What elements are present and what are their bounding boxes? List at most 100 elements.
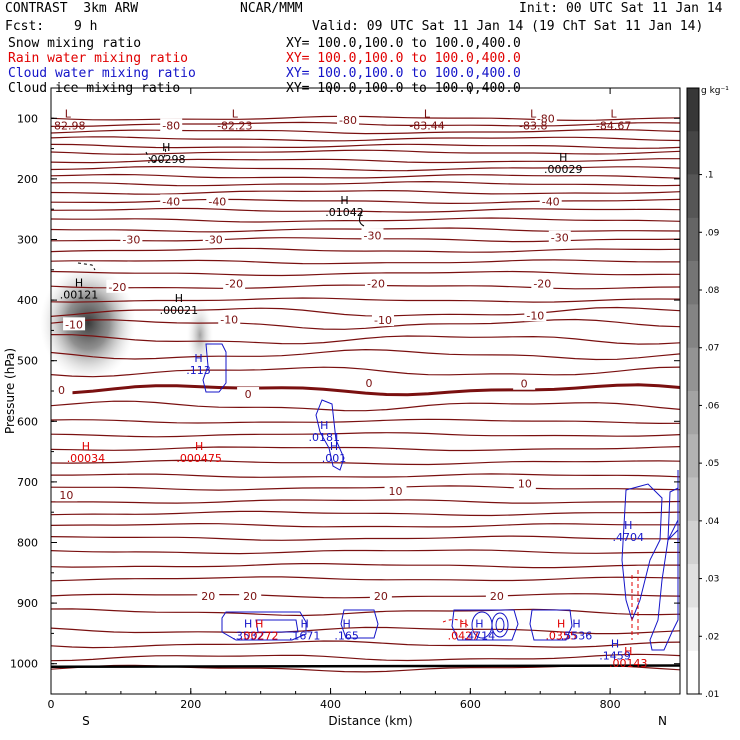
north-label: N [658,714,667,728]
contour-label: -80 [537,112,555,125]
cloud-water-contour [495,617,505,633]
temperature-contour [50,432,681,438]
extremum-value: .4714 [464,630,496,643]
y-tick-label: 300 [17,234,38,247]
contour-label: -40 [162,195,180,208]
contour-label: 10 [59,489,73,502]
y-tick-label: 200 [17,173,38,186]
colorbar-swatch [687,520,699,565]
contour-label: -80 [162,120,180,133]
contour-label-bg [384,483,407,497]
extremum-value: .01042 [325,206,364,219]
contour-label-bg [237,387,260,401]
extremum-marker: H [557,618,565,631]
contour-label-bg [361,228,384,242]
cloud-water-contour [315,399,345,471]
snow-contours [77,145,365,271]
extremum-value: -82.23 [217,119,252,132]
contour-label-bg [485,588,508,602]
temperature-contour [51,499,681,504]
forecast-label: Fcst: [5,19,45,34]
cloud-water-contour [491,612,509,638]
colorbar-tick-label: .1 [705,171,714,181]
extremum-value: .000475 [176,452,222,465]
contour-label: 20 [374,590,388,603]
colorbar-tick-label: .08 [705,286,720,296]
temperature-contour [50,640,681,649]
extremum-value: .5536 [561,630,593,643]
extremum-value: -84.67 [596,119,631,132]
temperature-contour [50,593,681,599]
colorbar-swatch [687,261,699,305]
extremum-value: -83.8 [519,119,547,132]
extremum-value: .1459 [599,650,631,663]
y-tick-label: 400 [17,294,38,307]
temperature-contour [50,180,681,187]
contour-label: -40 [542,195,560,208]
contour-label: 0 [245,388,252,401]
temperature-contour [50,173,681,179]
extremum-marker: L [232,107,239,120]
contour-label-bg [534,111,557,125]
snow-maximum-shading [40,265,136,381]
contour-label: 20 [243,590,257,603]
contour-label: -40 [208,195,226,208]
contour-label-bg [239,588,262,602]
x-axis-label: Distance (km) [328,714,412,728]
colorbar-swatch [687,564,699,608]
temperature-contour [50,143,681,149]
colorbar-tick-label: .01 [705,690,719,700]
field-cloudwater-name: Cloud water mixing ratio [8,66,196,81]
colorbar-swatch [687,434,699,478]
colorbar-tick-label: .05 [705,459,719,469]
extremum-value: .165 [334,630,359,643]
colorbar-swatch [687,131,699,175]
cloud-water-contour [667,487,679,542]
cloud-water-contour [202,343,227,393]
extremum-marker: H [342,618,350,631]
colorbar-frame [686,87,700,695]
extremum-marker: H [195,440,203,453]
contour-label: -20 [108,281,126,294]
extremum-value: .00029 [544,163,583,176]
contour-label: -10 [374,314,392,327]
snow-shading [40,265,213,381]
contour-label-bg [206,194,229,208]
temperature-contour [50,510,681,517]
temperature-contour [50,306,681,317]
cloud-water-contour [340,609,379,639]
temperature-contour [50,121,681,128]
extremum-marker: H [82,440,90,453]
rain-contours [442,570,639,640]
contour-label: -80 [339,114,357,127]
south-label: S [82,714,90,728]
contour-label: 10 [389,485,403,498]
temperature-contour [50,522,680,528]
contour-label-bg [160,194,183,208]
extremum-value: .00298 [147,153,186,166]
x-tick-label: 200 [180,698,201,711]
colorbar-swatch [687,477,699,522]
forecast-hour: 9 h [74,19,98,34]
plot-frame [50,87,681,695]
extremum-value: .3532 [232,630,264,643]
extremum-value: .001 [322,452,347,465]
contour-label-bg [531,276,554,290]
extremum-marker: H [624,645,632,658]
contour-label: -20 [367,278,385,291]
snow-contour [358,211,365,227]
y-tick-label: 600 [17,415,38,428]
extremum-marker: H [244,618,252,631]
contour-label-bg [337,113,360,127]
contour-label: 20 [490,590,504,603]
y-tick-label: 500 [17,355,38,368]
contour-label: -20 [225,278,243,291]
colorbar-tick-label: .07 [705,344,719,354]
extremum-value: .4704 [613,531,645,544]
contour-label-bg [63,317,86,331]
contour-label-bg [120,232,143,246]
colorbar-swatch [687,304,699,349]
center-name: NCAR/MMM [240,1,303,16]
cloud-water-contour [451,609,519,641]
extremum-marker: L [65,107,72,120]
